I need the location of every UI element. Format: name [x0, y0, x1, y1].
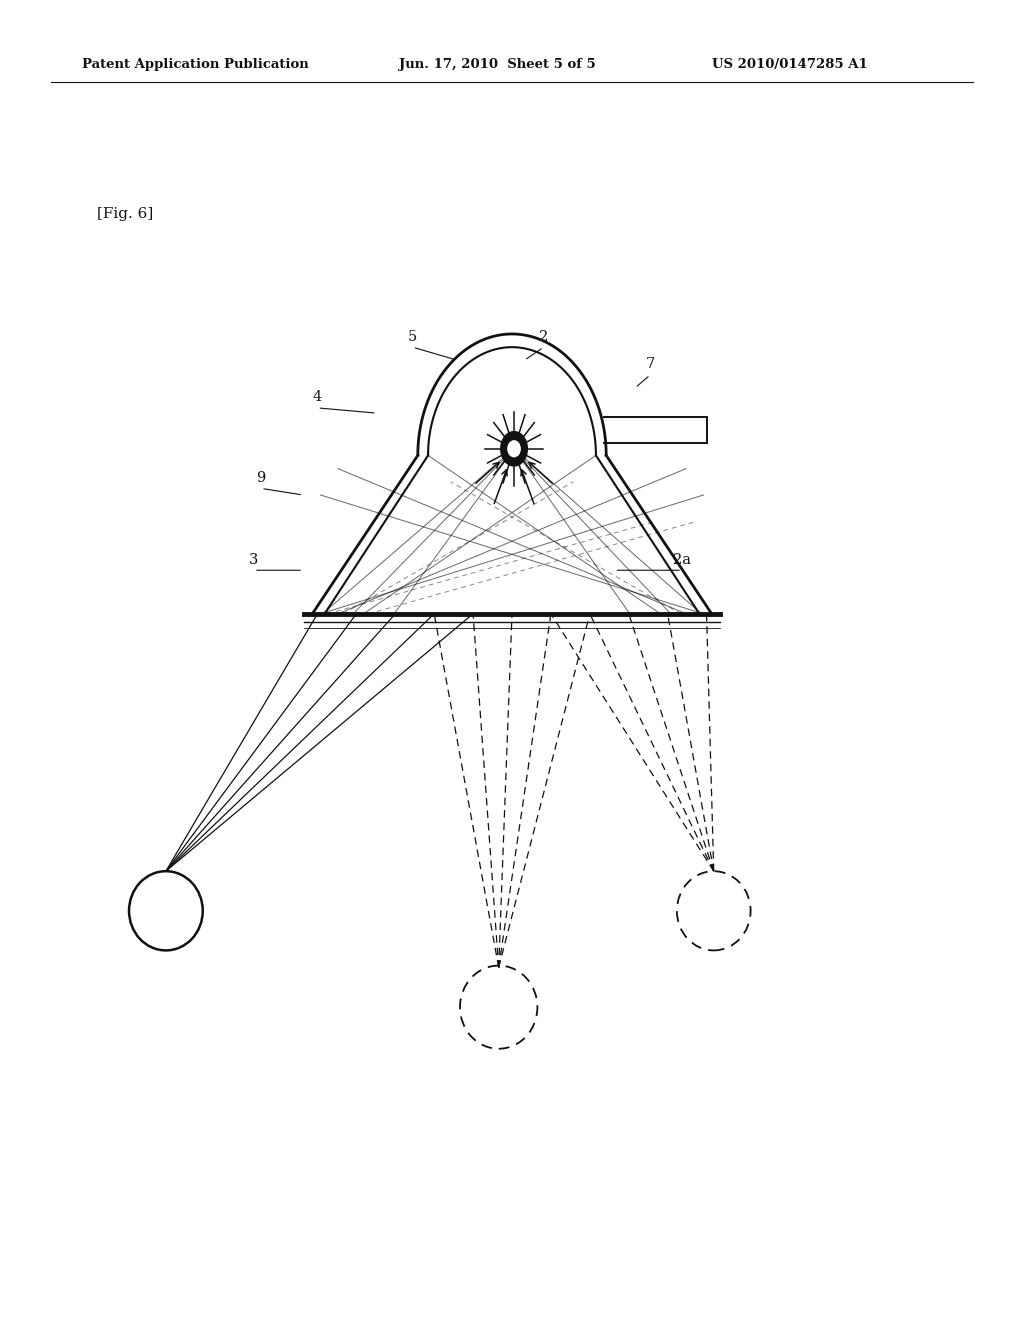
- Text: 2: 2: [539, 330, 549, 343]
- Text: US 2010/0147285 A1: US 2010/0147285 A1: [712, 58, 867, 71]
- Text: 3: 3: [249, 553, 259, 566]
- Circle shape: [501, 432, 527, 466]
- Text: Jun. 17, 2010  Sheet 5 of 5: Jun. 17, 2010 Sheet 5 of 5: [399, 58, 596, 71]
- Text: 2a: 2a: [673, 553, 691, 566]
- Text: 4: 4: [312, 391, 323, 404]
- Circle shape: [508, 441, 520, 457]
- Text: 7: 7: [645, 358, 655, 371]
- Text: [Fig. 6]: [Fig. 6]: [97, 207, 154, 222]
- Text: Patent Application Publication: Patent Application Publication: [82, 58, 308, 71]
- Text: 9: 9: [256, 471, 266, 484]
- Text: 5: 5: [408, 330, 418, 343]
